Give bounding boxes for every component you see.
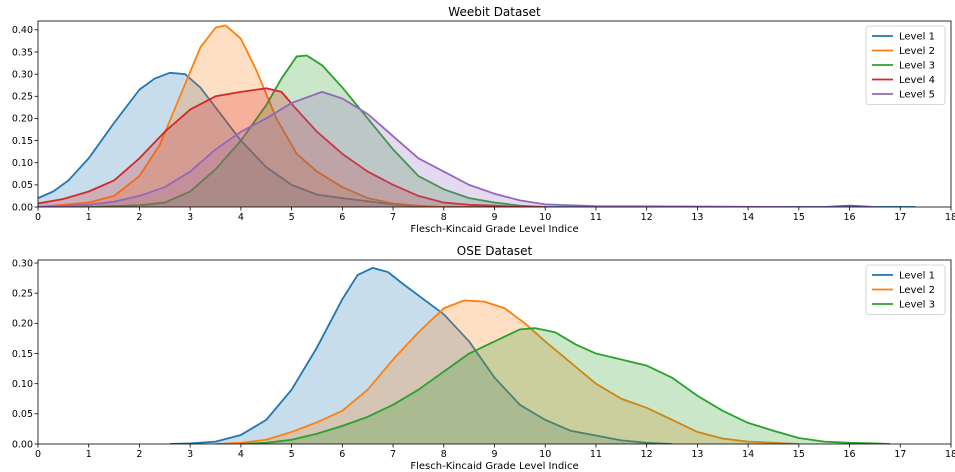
- chart-2-xtick-label: 10: [539, 449, 551, 460]
- chart-1-xtick-label: 3: [187, 212, 193, 223]
- chart-2-xtick-label: 2: [136, 449, 142, 460]
- chart-2-xtick-label: 6: [339, 449, 345, 460]
- chart-1-ytick-label: 0.35: [12, 47, 33, 58]
- chart-2-line-level-2: [215, 299, 799, 444]
- chart-2-xtick-label: 17: [894, 449, 906, 460]
- chart-1-ytick-label: 0.40: [12, 25, 33, 36]
- chart-1-xlabel: Flesch-Kincaid Grade Level Indice: [410, 224, 578, 235]
- chart-2-xtick-label: 7: [390, 449, 396, 460]
- chart-1-title: Weebit Dataset: [448, 5, 541, 19]
- chart-2-ytick-label: 0.00: [12, 439, 33, 450]
- chart-2-xtick-label: 3: [187, 449, 193, 460]
- chart-2-legend-label-level-2: Level 2: [899, 285, 935, 296]
- chart-2-xtick-label: 4: [238, 449, 244, 460]
- chart-1-area-level-4: [38, 88, 546, 207]
- chart-1-ytick-label: 0.25: [12, 92, 33, 103]
- chart-1-xtick-label: 6: [339, 212, 345, 223]
- chart-2-xtick-label: 8: [441, 449, 447, 460]
- chart-1-ytick-label: 0.30: [12, 69, 33, 80]
- chart-1-xtick-label: 8: [441, 212, 447, 223]
- chart-1-xtick-label: 16: [844, 212, 856, 223]
- chart-1-xtick-label: 9: [491, 212, 497, 223]
- chart-2-ytick-label: 0.05: [12, 409, 33, 420]
- chart-2-ytick-label: 0.15: [12, 349, 33, 360]
- chart-2-xtick-label: 11: [590, 449, 602, 460]
- chart-1-area-level-2: [38, 25, 495, 207]
- chart-1-xtick-label: 11: [590, 212, 602, 223]
- chart-1-ytick-label: 0.15: [12, 136, 33, 147]
- chart-2-xtick-label: 14: [742, 449, 754, 460]
- chart-1-xtick-label: 15: [793, 212, 805, 223]
- chart-2-line-level-3: [240, 327, 891, 444]
- chart-1-legend-box: [865, 25, 946, 105]
- chart-1-legend-label-level-1: Level 1: [899, 32, 935, 43]
- chart-2-legend-label-level-3: Level 3: [899, 300, 935, 311]
- chart-1-legend-label-level-3: Level 3: [899, 61, 935, 72]
- chart-1-xtick-label: 10: [539, 212, 551, 223]
- chart-1-xtick-label: 4: [238, 212, 244, 223]
- chart-1-ytick-label: 0.05: [12, 180, 33, 191]
- chart-2-legend-box: [865, 264, 946, 315]
- chart-1-xtick-label: 12: [641, 212, 653, 223]
- chart-1-legend-label-level-2: Level 2: [899, 46, 935, 57]
- chart-2-xtick-label: 13: [691, 449, 703, 460]
- chart-1-ytick-label: 0.20: [12, 114, 33, 125]
- chart-1-xtick-label: 13: [691, 212, 703, 223]
- chart-1-line-level-4: [38, 87, 546, 207]
- chart-2-line-level-1: [169, 266, 673, 444]
- chart-2-xtick-label: 0: [35, 449, 41, 460]
- chart-1-xtick-label: 17: [894, 212, 906, 223]
- chart-2-area-level-3: [240, 328, 891, 444]
- chart-1-xtick-label: 1: [86, 212, 92, 223]
- chart-1-area-level-3: [38, 55, 546, 207]
- chart-2-area-level-2: [215, 300, 799, 444]
- chart-2-xtick-label: 1: [86, 449, 92, 460]
- chart-2-title: OSE Dataset: [457, 244, 533, 258]
- chart-2-legend: Level 1 Level 2 Level 3: [865, 264, 946, 315]
- chart-1-legend-label-level-4: Level 4: [899, 75, 935, 86]
- chart-1-line-level-5: [38, 90, 875, 207]
- chart-1-ytick-label: 0.00: [12, 202, 33, 213]
- chart-2-ytick-label: 0.20: [12, 319, 33, 330]
- chart-1-line-level-2: [38, 24, 495, 207]
- chart-1-area-level-1: [38, 72, 916, 207]
- chart-1-line-level-1: [38, 71, 916, 207]
- chart-2-xtick-label: 5: [289, 449, 295, 460]
- chart-2-xtick-label: 12: [641, 449, 653, 460]
- chart-2-legend-label-level-1: Level 1: [899, 271, 935, 282]
- chart-2-xtick-label: 9: [491, 449, 497, 460]
- chart-2-xtick-label: 18: [945, 449, 955, 460]
- chart-1-xtick-label: 5: [289, 212, 295, 223]
- chart-1-line-level-3: [38, 54, 546, 207]
- chart-1-xtick-label: 14: [742, 212, 754, 223]
- chart-1-xtick-label: 18: [945, 212, 955, 223]
- chart-1-area-level-5: [38, 91, 875, 207]
- chart-1-legend-label-level-5: Level 5: [899, 90, 935, 101]
- chart-2-xlabel: Flesch-Kincaid Grade Level Indice: [410, 461, 578, 472]
- chart-2-ytick-label: 0.30: [12, 258, 33, 269]
- chart-1-xtick-label: 2: [136, 212, 142, 223]
- chart-2-area-level-1: [169, 267, 673, 444]
- chart-2-xtick-label: 16: [844, 449, 856, 460]
- chart-1-legend: Level 1 Level 2 Level 3 Level 4 Level 5: [865, 25, 946, 105]
- chart-2-plot-area: [169, 266, 891, 444]
- chart-2-xtick-label: 15: [793, 449, 805, 460]
- chart-1-xtick-label: 0: [35, 212, 41, 223]
- chart-1-plot-area: [38, 24, 916, 207]
- chart-1-xtick-label: 7: [390, 212, 396, 223]
- chart-1-ytick-label: 0.10: [12, 158, 33, 169]
- chart-2-ytick-label: 0.25: [12, 288, 33, 299]
- chart-2-ytick-label: 0.10: [12, 379, 33, 390]
